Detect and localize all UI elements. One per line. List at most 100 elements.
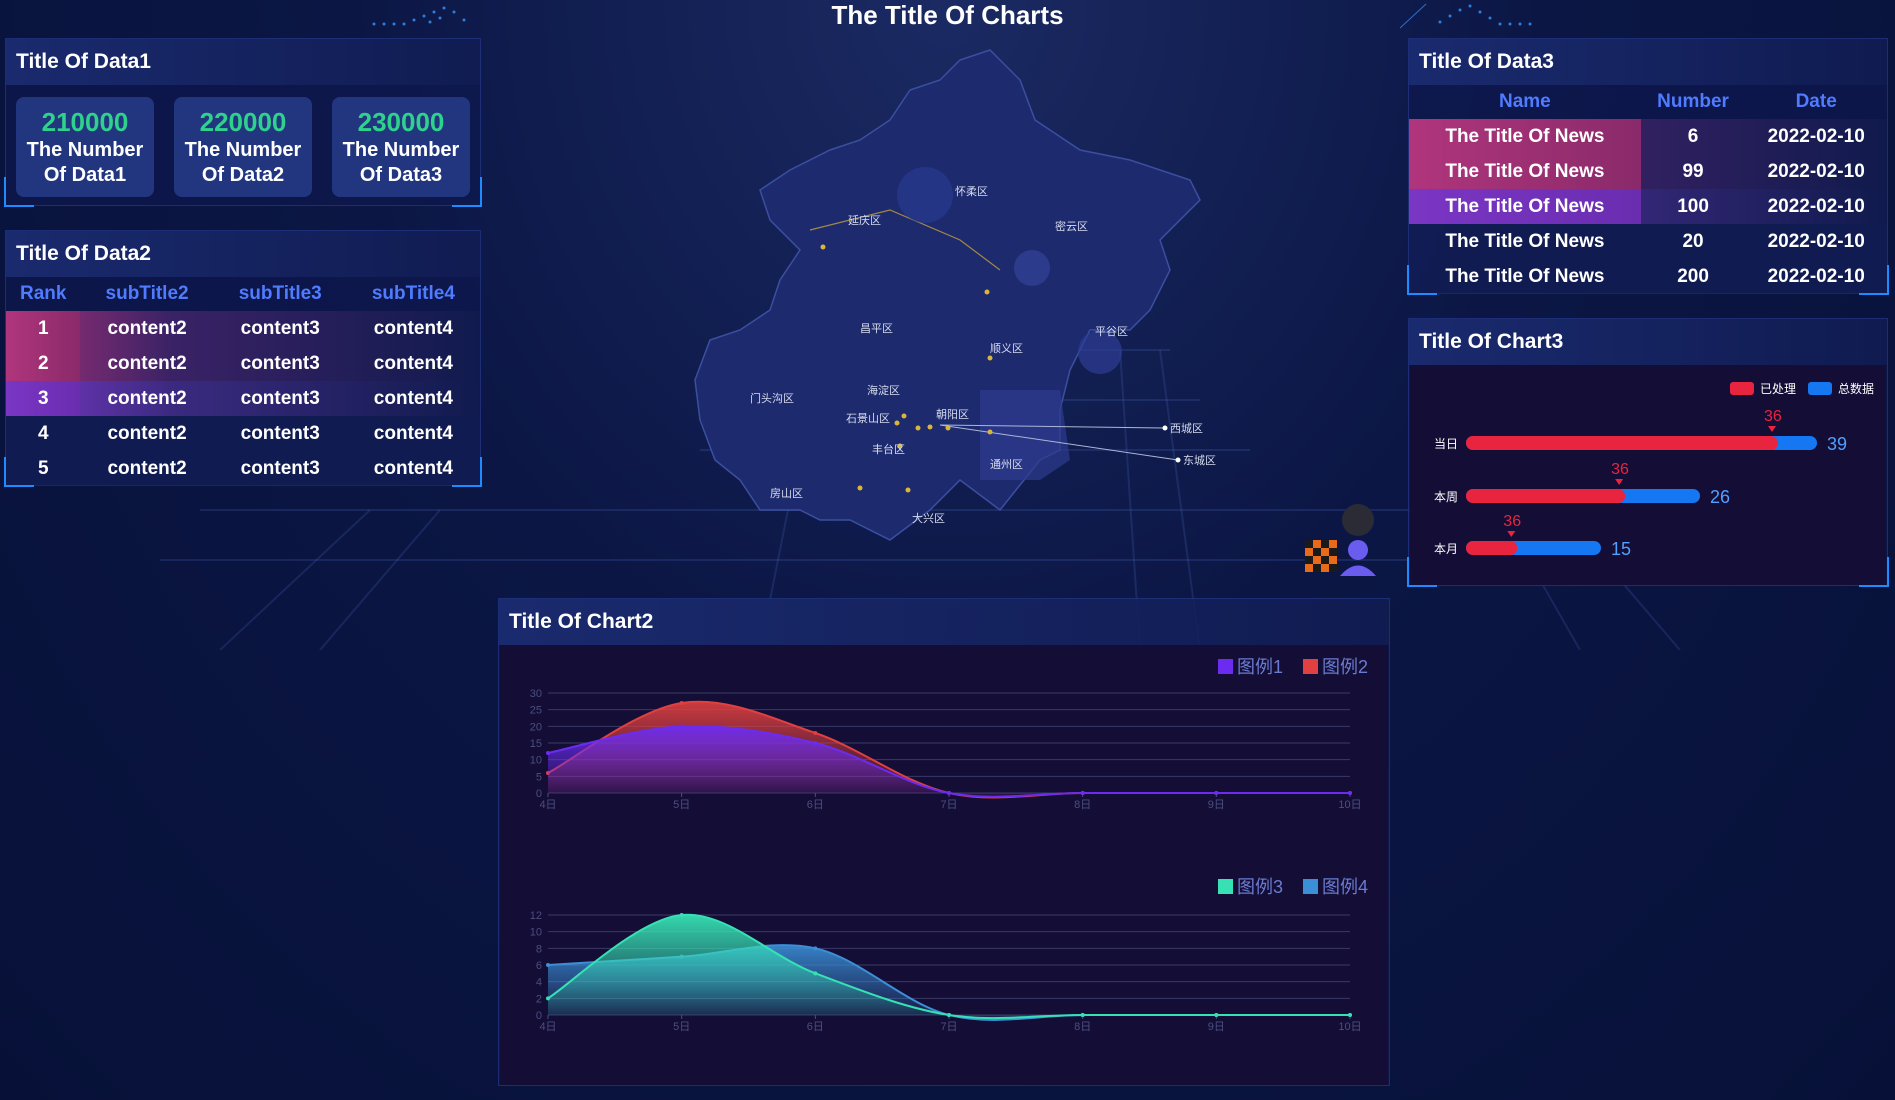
- legend-label: 图例1: [1237, 657, 1283, 677]
- table-row[interactable]: 4 content2 content3 content4: [6, 416, 480, 451]
- y-tick-label: 30: [530, 688, 542, 700]
- x-tick-label: 5日: [673, 799, 690, 811]
- x-tick-label: 4日: [539, 1021, 556, 1033]
- bar-category-label: 本周: [1434, 490, 1458, 504]
- bar-total-value: 26: [1710, 487, 1730, 507]
- bar-category-label: 本月: [1434, 542, 1458, 556]
- x-tick-label: 6日: [807, 799, 824, 811]
- data-point: [813, 971, 818, 976]
- table-row[interactable]: 5 content2 content3 content4: [6, 451, 480, 486]
- bar-marker: [1768, 426, 1776, 432]
- chart3-title: Title Of Chart3: [1409, 319, 1887, 365]
- data-point: [947, 1013, 951, 1017]
- table-row[interactable]: 3 content2 content3 content4: [6, 381, 480, 416]
- table-cell: 100: [1677, 195, 1709, 217]
- table-cell: 2022-02-10: [1767, 125, 1865, 147]
- table-row[interactable]: The Title Of News 99 2022-02-10: [1409, 154, 1887, 189]
- district-label: 平谷区: [1095, 325, 1128, 338]
- column-header: Name: [1499, 91, 1551, 112]
- legend-swatch: [1303, 879, 1318, 894]
- stat-value: 220000: [199, 107, 287, 137]
- stat-label: The Number Of Data2: [184, 139, 302, 186]
- data-point: [546, 996, 550, 1001]
- map-region-outline: [694, 49, 1201, 541]
- x-tick-label: 6日: [807, 1021, 824, 1033]
- news-title-cell: The Title Of News: [1409, 119, 1641, 154]
- data-point: [546, 751, 550, 755]
- bar-marker: [1615, 479, 1624, 485]
- header-deco-left: [372, 6, 466, 26]
- table-cell: content3: [240, 352, 320, 374]
- data-point: [1080, 1013, 1085, 1017]
- district-label: 昌平区: [860, 322, 893, 335]
- legend-label: 图例3: [1237, 877, 1283, 897]
- table-cell: 200: [1677, 265, 1709, 287]
- news-title-cell: The Title Of News: [1409, 189, 1641, 224]
- y-tick-label: 25: [530, 705, 542, 717]
- news-title-cell: The Title Of News: [1445, 265, 1605, 287]
- y-tick-label: 0: [536, 788, 542, 800]
- table-cell: content2: [107, 317, 187, 339]
- x-tick-label: 5日: [673, 1021, 690, 1033]
- x-tick-label: 8日: [1074, 1021, 1091, 1033]
- map-flight-line: [809, 209, 1001, 271]
- data-point: [679, 701, 684, 705]
- table-row[interactable]: The Title Of News 200 2022-02-10: [1409, 259, 1887, 294]
- x-tick-label: 9日: [1208, 799, 1225, 811]
- rank-cell: 1: [6, 311, 81, 346]
- table-row[interactable]: 1 content2 content3 content4: [6, 311, 480, 346]
- news-title-cell: The Title Of News: [1445, 230, 1605, 252]
- stat-value: 210000: [41, 107, 129, 137]
- table-cell: 6: [1687, 125, 1699, 147]
- legend-label: 图例2: [1322, 657, 1368, 677]
- district-label: 丰台区: [872, 442, 905, 456]
- table-cell: 2022-02-10: [1767, 160, 1865, 182]
- stat-label: The Number Of Data3: [342, 139, 460, 186]
- beijing-map: 怀柔区 延庆区 密云区 昌平区 平谷区 顺义区 门头沟区 海淀区 石景山区 朝阳…: [694, 49, 1216, 541]
- data-point: [679, 913, 684, 917]
- chart3-panel: Title Of Chart3 已处理 总数据 当日 39 36 本周 26 36 本月 15…: [1407, 318, 1889, 587]
- x-tick-label: 8日: [1074, 799, 1091, 811]
- data-point: [813, 741, 818, 745]
- chart3-svg: 已处理 总数据 当日 39 36 本周 26 36 本月 15 36: [1434, 381, 1874, 559]
- bar-processed: [1466, 541, 1518, 555]
- data-point: [813, 731, 818, 735]
- column-header: Number: [1657, 91, 1729, 112]
- district-label: 大兴区: [912, 511, 945, 525]
- table-row[interactable]: The Title Of News 100 2022-02-10: [1409, 189, 1887, 224]
- map-pointer-line: [939, 424, 1166, 429]
- map-glow: [1014, 250, 1050, 286]
- data-point: [1348, 791, 1352, 795]
- stat-card: 210000 The Number Of Data1: [16, 97, 154, 197]
- table-row[interactable]: The Title Of News 6 2022-02-10: [1409, 119, 1887, 154]
- data3-panel: Title Of Data3 Name Number Date The Titl…: [1407, 38, 1889, 295]
- table-cell: content2: [107, 352, 187, 374]
- column-header: subTitle4: [371, 283, 455, 304]
- bar-total-value: 39: [1827, 434, 1847, 454]
- map-pointer-end: [1175, 457, 1181, 463]
- chart2-title: Title Of Chart2: [499, 599, 1389, 645]
- x-tick-label: 10日: [1338, 799, 1361, 811]
- table-row[interactable]: 2 content2 content3 content4: [6, 346, 480, 381]
- stat-value: 230000: [357, 107, 445, 137]
- table-cell: content3: [240, 317, 320, 339]
- table-row[interactable]: The Title Of News 20 2022-02-10: [1409, 224, 1887, 259]
- legend-label: 图例4: [1322, 877, 1368, 897]
- x-tick-label: 9日: [1208, 1021, 1225, 1033]
- data2-panel: Title Of Data2 Rank subTitle2 subTitle3 …: [4, 230, 482, 487]
- data-point: [1214, 791, 1219, 795]
- bar-processed: [1466, 489, 1626, 503]
- table-cell: 2022-02-10: [1767, 230, 1865, 252]
- bar-processed-value: 36: [1503, 513, 1521, 530]
- district-label: 房山区: [770, 487, 803, 500]
- data-point: [1348, 1013, 1352, 1017]
- y-tick-label: 0: [536, 1010, 542, 1022]
- stat-card: 220000 The Number Of Data2: [174, 97, 312, 197]
- x-tick-label: 7日: [940, 799, 957, 811]
- table-cell: 99: [1682, 160, 1704, 182]
- table-cell: content3: [240, 422, 320, 444]
- table-cell: content3: [240, 457, 320, 479]
- y-tick-label: 10: [530, 927, 542, 939]
- data1-panel: Title Of Data1 210000 The Number Of Data…: [4, 38, 482, 207]
